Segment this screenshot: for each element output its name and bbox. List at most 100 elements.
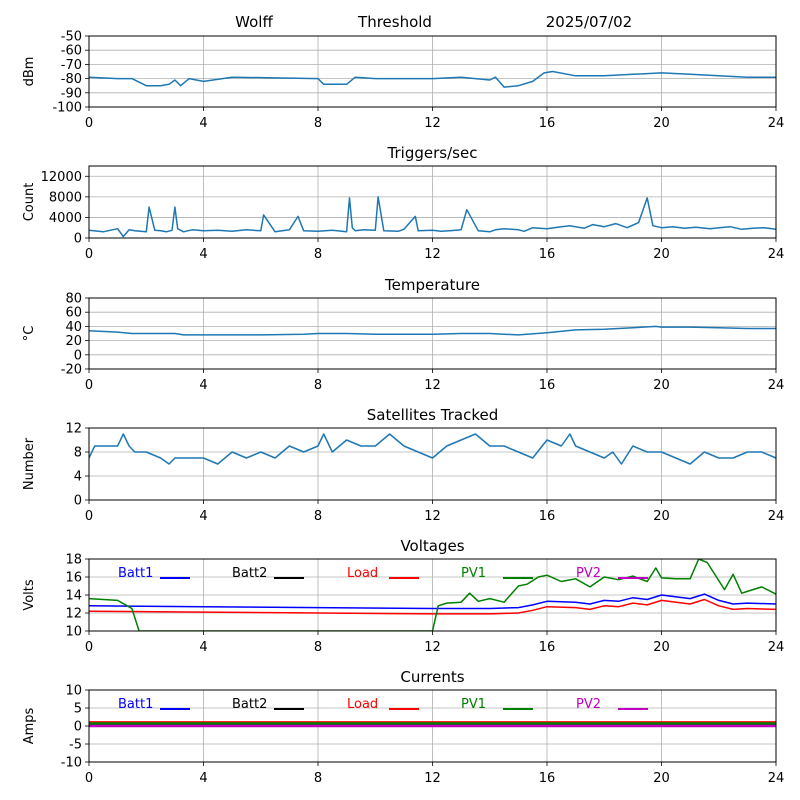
y-tick-label: 8 (74, 446, 82, 461)
series-line-load (89, 598, 776, 615)
series-line-batt1 (89, 593, 776, 610)
y-tick-label: 4000 (49, 211, 82, 226)
y-tick-label: 0 (74, 494, 82, 509)
x-tick-label: 4 (199, 247, 207, 262)
x-tick-label: 24 (768, 771, 785, 786)
panel-2: 0 4 8 12 16 20 24 0 4000 8000 12000 Triggers/sec Cou… (22, 144, 784, 262)
y-tick-label: 10 (65, 684, 82, 699)
x-tick-label: 12 (424, 771, 441, 786)
x-tick-label: 16 (539, 116, 556, 131)
y-tick-label: 40 (65, 320, 82, 335)
header-station: Wolff (235, 13, 273, 31)
x-tick-label: 16 (539, 247, 556, 262)
y-axis-label: °C (22, 326, 37, 342)
x-tick-label: 16 (539, 378, 556, 393)
x-tick-label: 4 (199, 640, 207, 655)
y-axis-label: Number (22, 437, 37, 490)
y-tick-label: 60 (65, 306, 82, 321)
header-date: 2025/07/02 (546, 13, 632, 31)
plot-frame (88, 297, 777, 370)
y-tick-label: 0 (74, 232, 82, 247)
x-tick-label: 12 (424, 640, 441, 655)
panel-title: Voltages (400, 537, 464, 555)
plot-frame (88, 427, 777, 501)
panel-1: 0 4 8 12 16 20 24 -50-60-70-80-90-100 dBm (22, 30, 784, 132)
header-mode: Threshold (357, 13, 432, 31)
x-tick-label: 0 (85, 116, 93, 131)
y-tick-label: -100 (52, 101, 82, 116)
x-tick-label: 24 (768, 378, 785, 393)
legend-label-batt1: Batt1 (118, 697, 153, 712)
x-tick-label: 4 (199, 378, 207, 393)
x-tick-label: 20 (653, 771, 670, 786)
y-axis-label: Amps (22, 707, 37, 744)
x-tick-label: 12 (424, 509, 441, 524)
y-tick-label: 12 (65, 607, 82, 622)
y-tick-label: 14 (65, 589, 82, 604)
x-tick-label: 20 (653, 640, 670, 655)
x-tick-label: 20 (653, 247, 670, 262)
y-tick-label: -80 (61, 72, 82, 87)
x-tick-label: 4 (199, 771, 207, 786)
x-tick-label: 16 (539, 509, 556, 524)
x-tick-label: 0 (85, 378, 93, 393)
x-tick-label: 20 (653, 509, 670, 524)
panel-5: 0 4 8 12 16 20 24 10 12 14 16 18 Batt1 Batt2 Load PV1 PV… (22, 537, 784, 655)
x-tick-label: 20 (653, 378, 670, 393)
y-tick-label: 12 (65, 422, 82, 437)
y-axis-label: Volts (22, 579, 37, 611)
x-tick-label: 8 (314, 378, 322, 393)
y-tick-label: 5 (74, 702, 82, 717)
legend-label-load: Load (347, 697, 378, 712)
y-tick-label: -5 (69, 738, 82, 753)
y-tick-label: 10 (65, 625, 82, 640)
y-tick-label: 0 (74, 348, 82, 363)
y-tick-label: 18 (65, 553, 82, 568)
series-line-1 (89, 433, 776, 465)
y-axis-label: dBm (22, 57, 37, 87)
y-tick-label: -60 (61, 44, 82, 59)
legend-label-pv2: PV2 (576, 697, 601, 712)
plot-frame (88, 35, 777, 108)
x-tick-label: 24 (768, 640, 785, 655)
panel-6: 0 4 8 12 16 20 24 -10 -5 0 5 10 Batt1 Batt2 Load PV1 PV2… (22, 668, 784, 786)
x-tick-label: 4 (199, 509, 207, 524)
panel-title: Temperature (384, 276, 480, 294)
panel-4: 0 4 8 12 16 20 24 0 4 8 12 Satellites Tracked Number (22, 406, 784, 524)
legend-label-batt1: Batt1 (118, 566, 153, 581)
panel-title: Satellites Tracked (367, 406, 498, 424)
x-tick-label: 12 (424, 378, 441, 393)
x-tick-label: 0 (85, 247, 93, 262)
y-tick-label: -50 (61, 30, 82, 45)
y-tick-label: 12000 (41, 170, 82, 185)
legend-label-pv1: PV1 (461, 697, 486, 712)
y-axis-label: Count (22, 183, 37, 222)
plot-frame (88, 689, 777, 763)
y-tick-label: -20 (61, 363, 82, 378)
y-tick-label: 80 (65, 292, 82, 307)
x-tick-label: 0 (85, 509, 93, 524)
legend-label-batt2: Batt2 (232, 566, 267, 581)
x-tick-label: 0 (85, 640, 93, 655)
x-tick-label: 8 (314, 247, 322, 262)
x-tick-label: 24 (768, 509, 785, 524)
y-tick-label: 16 (65, 571, 82, 586)
x-tick-label: 20 (653, 116, 670, 131)
y-tick-label: 20 (65, 334, 82, 349)
y-tick-label: 4 (74, 470, 82, 485)
x-tick-label: 24 (768, 116, 785, 131)
legend-label-pv1: PV1 (461, 566, 486, 581)
legend-label-batt2: Batt2 (232, 697, 267, 712)
series-line-1 (89, 70, 776, 88)
y-tick-label: -90 (61, 86, 82, 101)
y-tick-label: -70 (61, 58, 82, 73)
y-tick-label: 0 (74, 720, 82, 735)
x-tick-label: 12 (424, 247, 441, 262)
legend-label-load: Load (347, 566, 378, 581)
series-line-pv1 (89, 559, 776, 631)
x-tick-label: 4 (199, 116, 207, 131)
x-tick-label: 12 (424, 116, 441, 131)
